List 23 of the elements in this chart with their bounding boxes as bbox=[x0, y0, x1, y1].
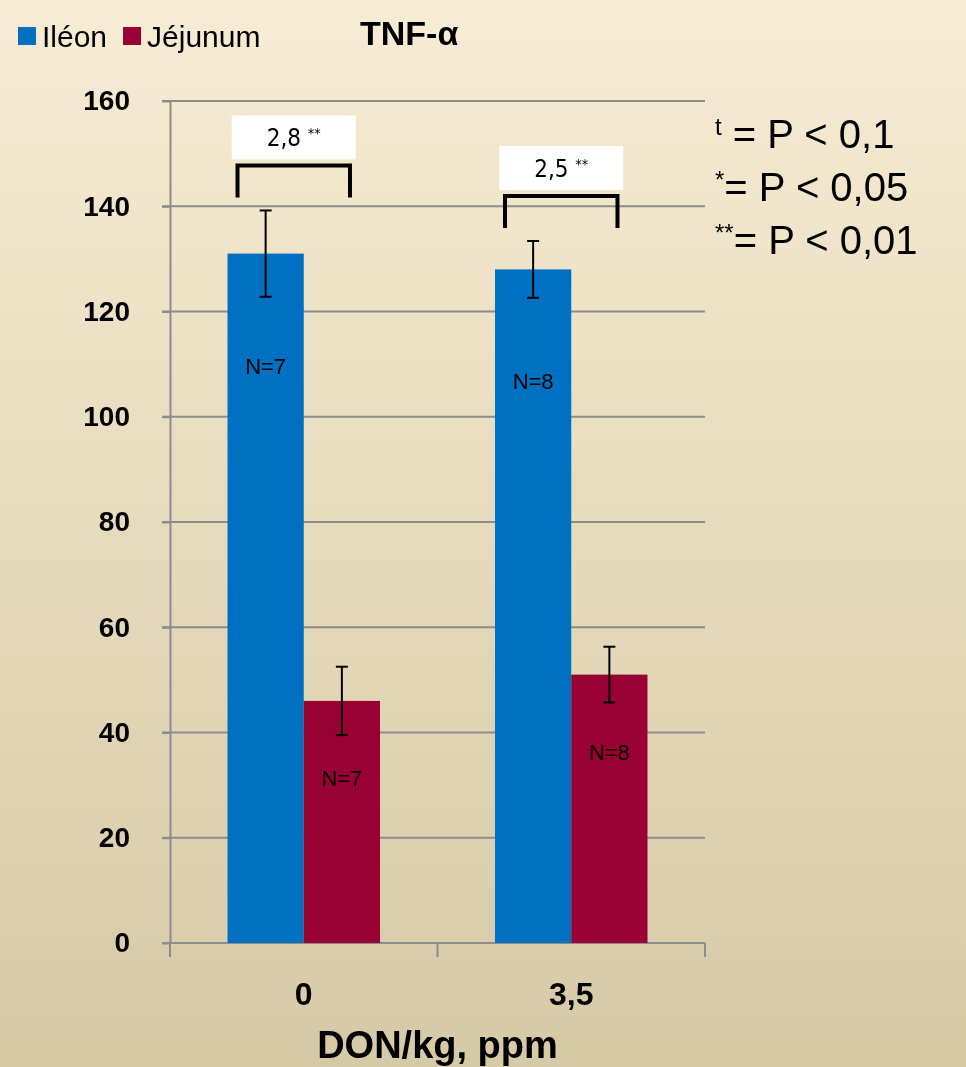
x-axis-title: DON/kg, ppm bbox=[317, 1024, 558, 1066]
annotation: N=8 bbox=[512, 369, 554, 395]
x-tick-label: 3,5 bbox=[549, 976, 594, 1012]
annotation: N=8 bbox=[588, 739, 630, 765]
annotation: 2,5 $^{**}$ bbox=[534, 154, 589, 183]
legend-label: Iléon bbox=[42, 20, 108, 53]
y-tick-label: 80 bbox=[98, 506, 130, 538]
y-tick-label: 40 bbox=[98, 716, 130, 748]
y-tick-label: 20 bbox=[98, 822, 130, 854]
annotation: N=7 bbox=[245, 353, 287, 379]
text: $^{*}$= P < 0,05 bbox=[715, 165, 909, 209]
y-tick-label: 60 bbox=[98, 611, 130, 643]
y-tick-label: 0 bbox=[114, 927, 130, 959]
y-tick-label: 120 bbox=[83, 295, 130, 327]
legend-label: Jéjunum bbox=[147, 20, 261, 53]
text: $^{t}$ = P < 0,1 bbox=[715, 112, 895, 156]
annotation: N=7 bbox=[321, 765, 363, 791]
y-tick-label: 160 bbox=[83, 85, 130, 117]
text: $^{**}$= P < 0,01 bbox=[715, 218, 918, 262]
y-tick-label: 100 bbox=[83, 401, 130, 433]
y-tick-label: 140 bbox=[83, 190, 130, 222]
annotation: 2,8 $^{**}$ bbox=[266, 124, 322, 153]
chart-title: TNF-α bbox=[360, 14, 459, 52]
